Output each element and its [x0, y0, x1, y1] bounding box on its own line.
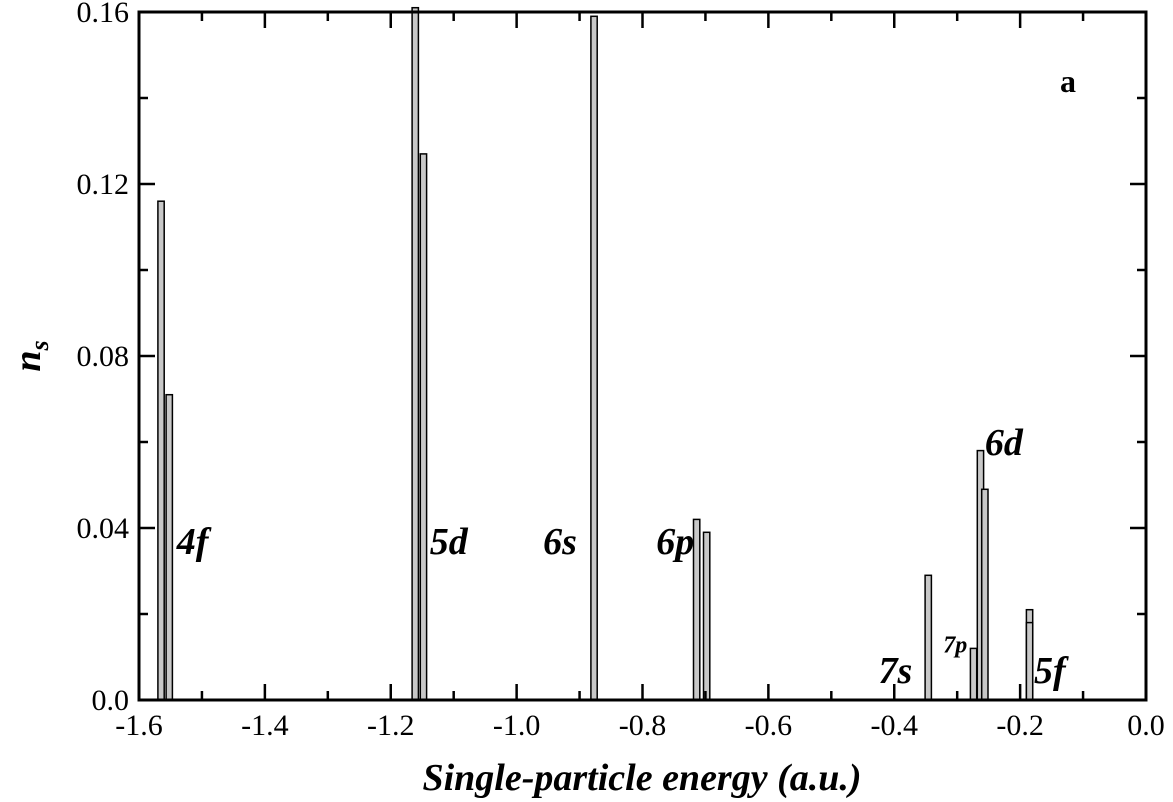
panel-label: a	[1060, 63, 1076, 99]
x-tick-label: -1.0	[493, 709, 541, 742]
x-tick-label: -1.6	[115, 709, 163, 742]
annotations-layer: 4f 5d 6s 6p 6d 7s 7p 5f	[176, 422, 1069, 692]
bar-7	[924, 574, 933, 701]
bar-10	[980, 488, 989, 701]
bar-0	[157, 200, 165, 701]
annotation-6p: 6p	[656, 521, 694, 563]
y-tick-label: 0.16	[77, 0, 130, 29]
y-tick-label: 0.04	[77, 512, 130, 545]
annotation-5d: 5d	[430, 521, 469, 563]
y-tick-label: 0.08	[77, 340, 130, 373]
x-tick-label: -1.4	[241, 709, 289, 742]
ticks-layer: -1.6 -1.4 -1.2 -1.0 -0.8 -0.6 -0.4 -0.2 0.0 0.0 0.…	[77, 0, 1165, 742]
x-tick-label: 0.0	[1127, 709, 1165, 742]
bars-layer	[157, 6, 1034, 701]
annotation-6d: 6d	[985, 422, 1024, 464]
x-tick-label: -0.6	[745, 709, 793, 742]
x-tick-label: -0.4	[871, 709, 919, 742]
bar-3	[419, 153, 428, 701]
bar-12	[1025, 621, 1034, 701]
bar-2	[411, 6, 420, 701]
y-axis-title-subscript: s	[25, 340, 54, 351]
annotation-6s: 6s	[543, 521, 577, 563]
bar-6	[702, 531, 711, 701]
x-axis-title: Single-particle energy (a.u.)	[422, 757, 861, 799]
bar-1	[165, 393, 174, 701]
y-axis-title-main: n	[7, 350, 49, 371]
annotation-5f: 5f	[1034, 650, 1069, 692]
y-axis-title: ns	[7, 340, 54, 371]
plot-frame	[137, 10, 1148, 702]
bar-8	[969, 647, 978, 701]
annotation-7s: 7s	[879, 650, 913, 692]
annotation-7p: 7p	[943, 633, 967, 659]
bar-5	[692, 518, 701, 701]
annotation-4f: 4f	[176, 521, 212, 563]
x-tick-label: -0.8	[619, 709, 667, 742]
bar-4	[590, 15, 598, 701]
x-tick-label: -0.2	[996, 709, 1044, 742]
y-tick-label: 0.0	[92, 684, 130, 717]
x-tick-label: -1.2	[367, 709, 415, 742]
y-tick-label: 0.12	[77, 168, 130, 201]
